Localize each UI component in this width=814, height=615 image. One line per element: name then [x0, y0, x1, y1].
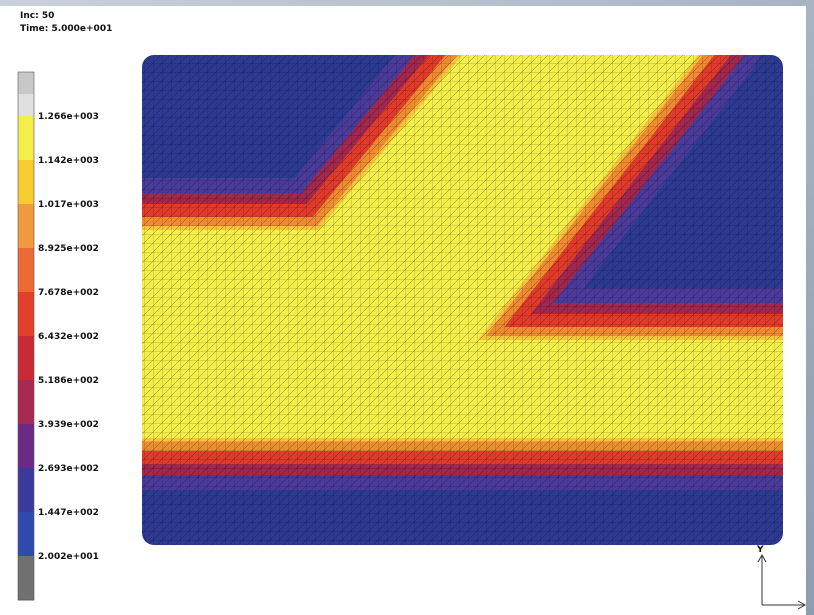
- colorbar-segment: [18, 556, 34, 579]
- page: Inc: 50 Time: 5.000e+001 1.266e+003 1.142…: [0, 0, 814, 615]
- colorbar: [18, 72, 34, 601]
- colorbar-segment: [18, 204, 34, 227]
- colorbar-segment: [18, 468, 34, 491]
- legend-label: 2.002e+001: [38, 552, 99, 562]
- colorbar-segment: [18, 72, 34, 95]
- colorbar-segment: [18, 292, 34, 315]
- colorbar-segment: [18, 160, 34, 183]
- legend-label: 1.447e+002: [38, 508, 99, 518]
- legend-label: 3.939e+002: [38, 420, 99, 430]
- colorbar-segment: [18, 402, 34, 425]
- colorbar-segment: [18, 94, 34, 117]
- colorbar-segment: [18, 380, 34, 403]
- colorbar-segment: [18, 138, 34, 161]
- legend-label: 5.186e+002: [38, 376, 99, 386]
- legend-label: 6.432e+002: [38, 332, 99, 342]
- legend-label: 7.678e+002: [38, 288, 99, 298]
- legend-label: 2.693e+002: [38, 464, 99, 474]
- colorbar-segment: [18, 358, 34, 381]
- legend-label: 1.266e+003: [38, 112, 99, 122]
- colorbar-segment: [18, 226, 34, 249]
- colorbar-segment: [18, 446, 34, 469]
- colorbar-segment: [18, 314, 34, 337]
- colorbar-segment: [18, 578, 34, 601]
- colorbar-segment: [18, 512, 34, 535]
- time-label: Time: 5.000e+001: [20, 24, 112, 34]
- increment-label: Inc: 50: [20, 11, 54, 21]
- colorbar-segment: [18, 336, 34, 359]
- colorbar-segment: [18, 116, 34, 139]
- y-axis-label: Y: [756, 545, 764, 555]
- legend-label: 1.017e+003: [38, 200, 99, 210]
- colorbar-segment: [18, 490, 34, 513]
- colorbar-segment: [18, 424, 34, 447]
- legend-label: 1.142e+003: [38, 156, 99, 166]
- colorbar-segment: [18, 270, 34, 293]
- colorbar-segment: [18, 248, 34, 271]
- contour-plot: [100, 40, 800, 545]
- colorbar-segment: [18, 534, 34, 557]
- colorbar-segment: [18, 182, 34, 205]
- screen: Inc: 50 Time: 5.000e+001 1.266e+003 1.142…: [0, 0, 814, 615]
- legend-label: 8.925e+002: [38, 244, 99, 254]
